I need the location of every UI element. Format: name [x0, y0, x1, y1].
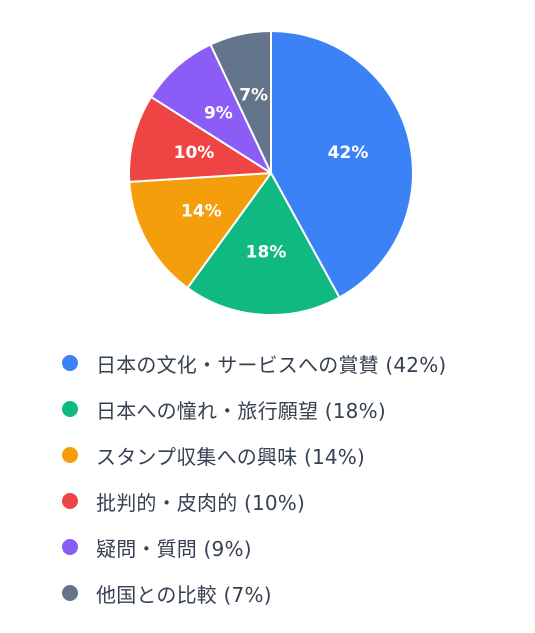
pie-slice-label-5: 9%: [204, 103, 233, 123]
legend-swatch-3: [62, 447, 78, 463]
legend-item-6: 他国との比較 (7%): [62, 570, 522, 616]
pie-slice-3: [128, 172, 272, 289]
pie-chart: 42% 18% 14% 10% 9% 7%: [128, 30, 414, 316]
pie-labels: 42% 18% 14% 10% 9% 7%: [174, 85, 369, 262]
pie-slice-6: [209, 30, 272, 174]
pie-slice-label-4: 10%: [174, 143, 215, 163]
legend-label-2: 日本への憧れ・旅行願望 (18%): [96, 398, 386, 423]
pie-slice-5: [150, 43, 272, 174]
legend-label-6: 他国との比較 (7%): [96, 582, 272, 607]
legend-swatch-5: [62, 539, 78, 555]
pie-slice-4: [128, 95, 272, 183]
pie-slice-label-6: 7%: [239, 85, 268, 105]
pie-slices: [128, 30, 414, 316]
legend-swatch-2: [62, 401, 78, 417]
legend-label-1: 日本の文化・サービスへの賞賛 (42%): [96, 352, 447, 377]
legend-item-3: スタンプ収集への興味 (14%): [62, 432, 522, 478]
legend-label-3: スタンプ収集への興味 (14%): [96, 444, 366, 469]
pie-slice-1: [270, 30, 414, 299]
pie-slice-label-2: 18%: [246, 242, 287, 262]
legend-item-4: 批判的・皮肉的 (10%): [62, 478, 522, 524]
legend-item-2: 日本への憧れ・旅行願望 (18%): [62, 386, 522, 432]
pie-slice-label-1: 42%: [328, 143, 369, 163]
legend-swatch-6: [62, 585, 78, 601]
legend-item-1: 日本の文化・サービスへの賞賛 (42%): [62, 340, 522, 386]
legend: 日本の文化・サービスへの賞賛 (42%) 日本への憧れ・旅行願望 (18%) スタン…: [62, 340, 522, 616]
legend-swatch-1: [62, 355, 78, 371]
pie-slice-label-3: 14%: [181, 201, 222, 221]
legend-swatch-4: [62, 493, 78, 509]
pie-slice-2: [186, 172, 341, 316]
legend-label-4: 批判的・皮肉的 (10%): [96, 490, 306, 515]
legend-label-5: 疑問・質問 (9%): [96, 536, 252, 561]
legend-item-5: 疑問・質問 (9%): [62, 524, 522, 570]
